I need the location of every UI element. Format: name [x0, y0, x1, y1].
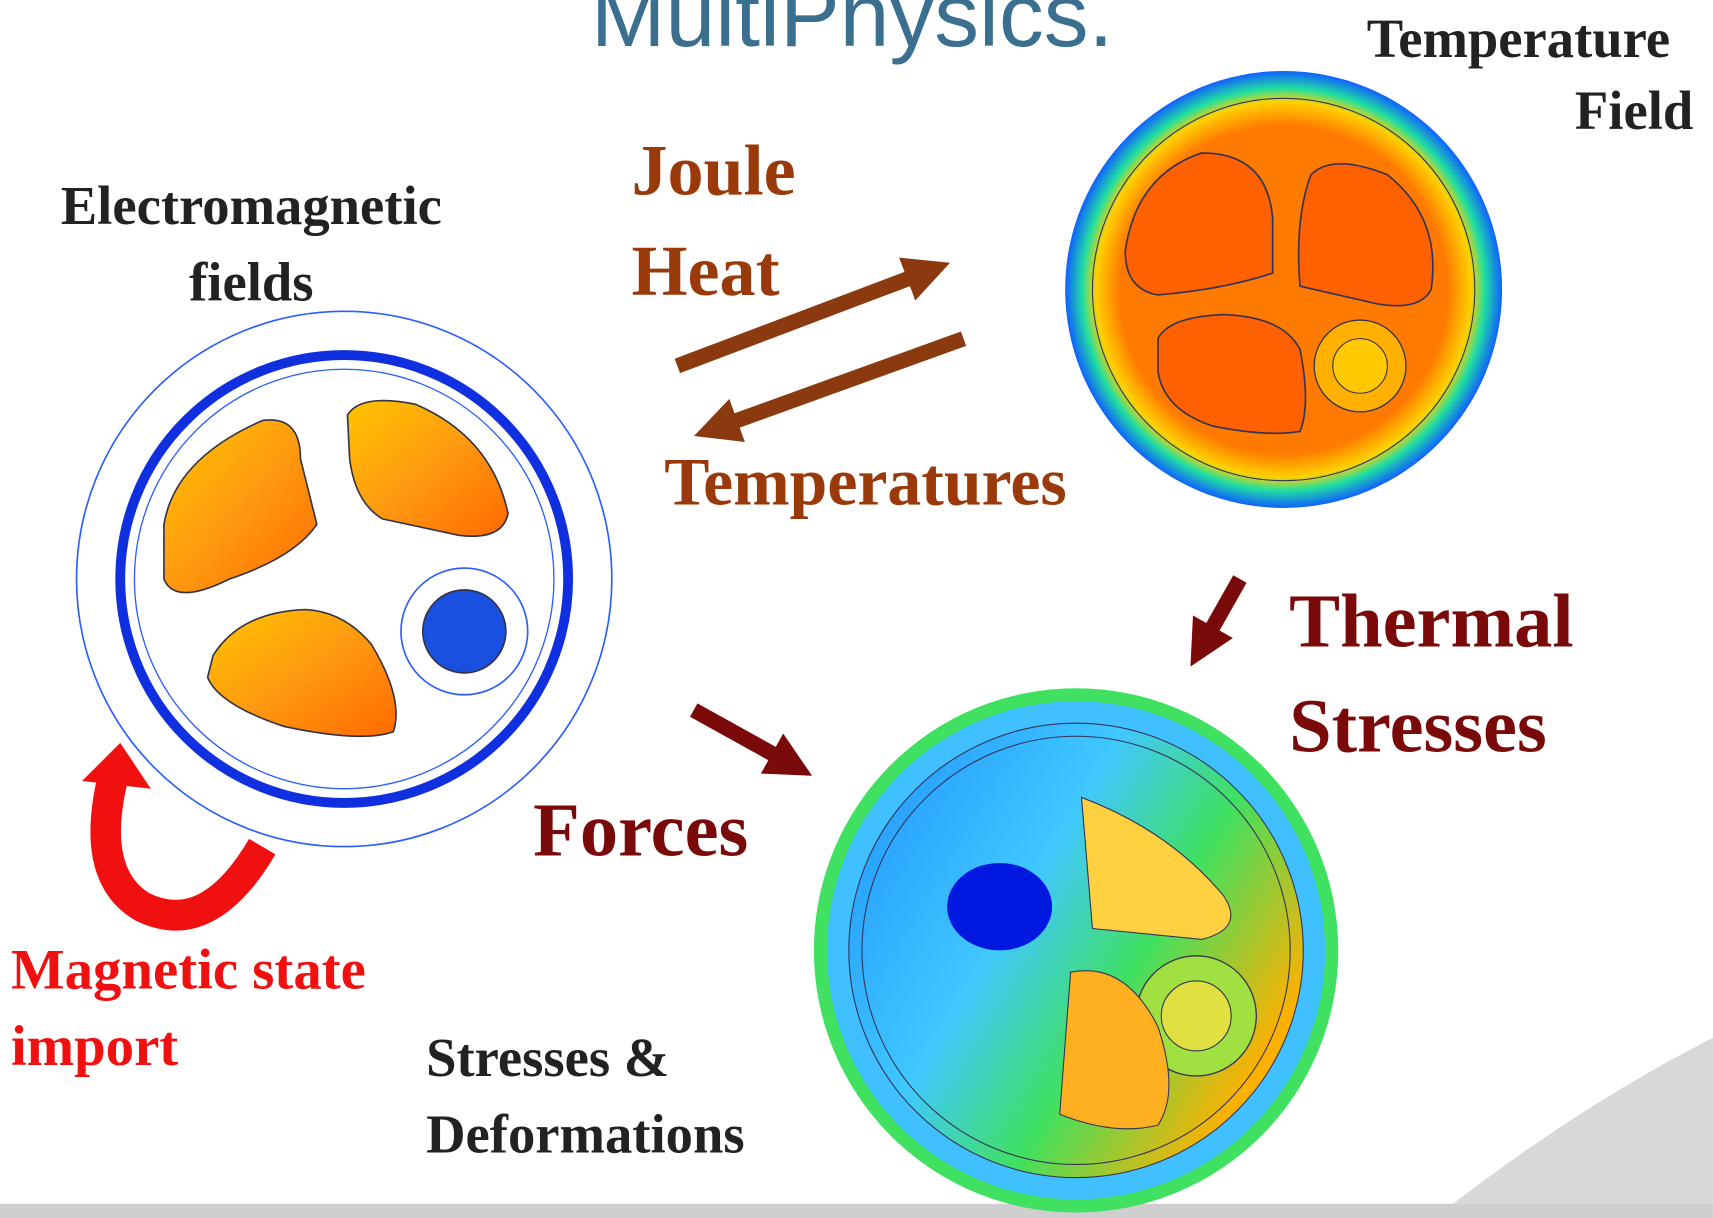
label: Magnetic state: [11, 939, 366, 1002]
arrow: [1190, 575, 1247, 667]
temperature-cable: [1065, 71, 1503, 508]
label: Stresses &: [426, 1027, 669, 1088]
footer-band: [0, 1203, 1713, 1218]
title: MultiPhysics.: [591, 0, 1114, 65]
em-cable: [75, 310, 613, 848]
label: Joule: [631, 130, 795, 210]
label: Temperature: [1367, 8, 1670, 69]
label: Temperatures: [664, 445, 1067, 520]
label: Forces: [533, 787, 748, 872]
label: Field: [1575, 80, 1693, 141]
label: import: [11, 1015, 178, 1078]
arrow: [674, 257, 951, 374]
arrow: [694, 331, 967, 442]
label: fields: [189, 251, 313, 312]
cycle-arrow-head: [82, 742, 151, 789]
stress-cable: [813, 688, 1339, 1213]
label: Deformations: [426, 1103, 744, 1164]
label: Stresses: [1289, 684, 1547, 769]
cycle-arrow: [90, 766, 276, 931]
label: Electromagnetic: [61, 175, 442, 236]
arrow: [690, 703, 813, 776]
label: Heat: [631, 231, 779, 311]
swoosh: [1452, 1037, 1713, 1204]
label: Thermal: [1289, 579, 1574, 664]
